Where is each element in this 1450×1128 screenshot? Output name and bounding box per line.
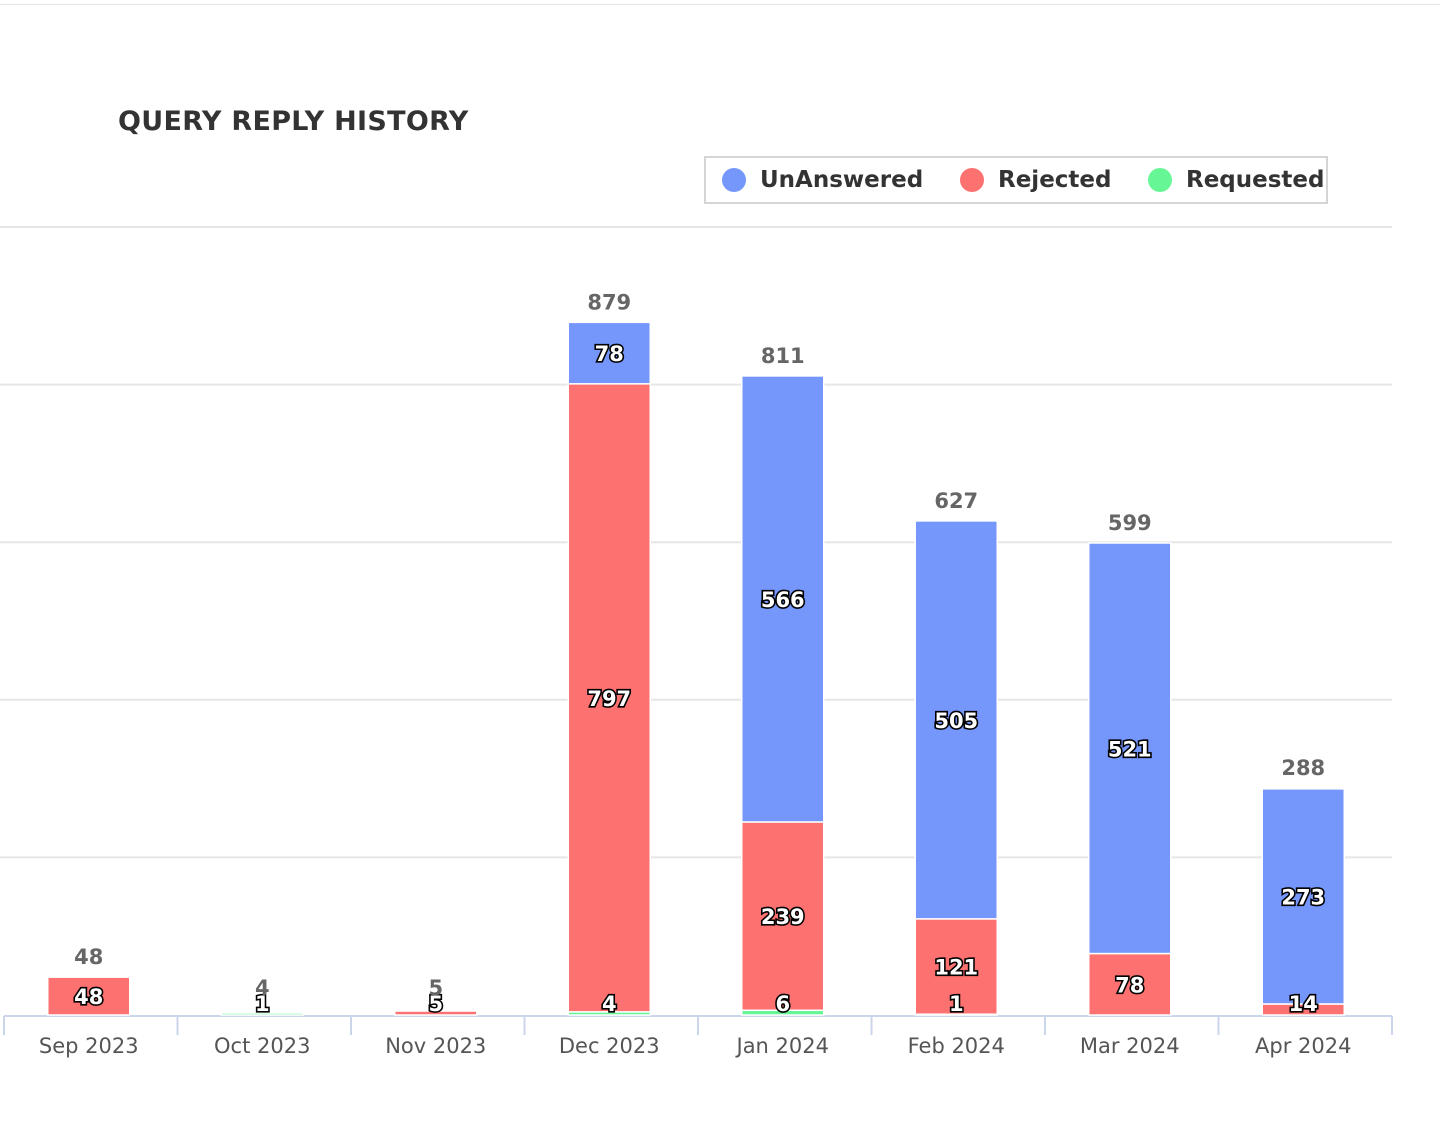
bar-segment-rejected[interactable]	[567, 383, 651, 1013]
stack-total-label: 879	[587, 290, 631, 314]
data-label-rejected: 239	[761, 905, 805, 929]
stack-total-label: 288	[1281, 756, 1325, 780]
bar-segment-unanswered[interactable]	[914, 520, 998, 920]
bar-segment-rejected[interactable]	[394, 1010, 478, 1016]
bar-segment-rejected[interactable]	[741, 821, 825, 1012]
data-label-requested: 1	[255, 992, 270, 1016]
data-label-unanswered: 505	[934, 709, 978, 733]
stack-total-label: 811	[761, 344, 805, 368]
legend-item-rejected[interactable]: Rejected	[960, 158, 1111, 202]
data-label-rejected: 14	[1289, 992, 1318, 1016]
x-tick-label: Nov 2023	[385, 1034, 486, 1058]
stack-total-label: 4	[255, 976, 270, 1000]
stack-total-label: 599	[1108, 511, 1152, 535]
data-label-rejected: 5	[428, 992, 443, 1016]
legend-dot-rejected-icon	[960, 168, 984, 192]
x-tick-label: Jan 2024	[735, 1034, 830, 1058]
bar-segment-unanswered[interactable]	[567, 321, 651, 385]
legend-label-requested: Requested	[1186, 167, 1325, 193]
data-label-requested: 4	[602, 992, 617, 1016]
x-tick-label: Mar 2024	[1080, 1034, 1180, 1058]
top-divider	[0, 4, 1440, 5]
stack-total-label: 48	[74, 945, 103, 969]
bar-segment-unanswered[interactable]	[1088, 542, 1172, 955]
legend-item-requested[interactable]: Requested	[1148, 158, 1325, 202]
x-tick-label: Dec 2023	[559, 1034, 660, 1058]
legend-dot-requested-icon	[1148, 168, 1172, 192]
data-label-unanswered: 78	[595, 342, 624, 366]
stack-total-label: 5	[428, 976, 443, 1000]
bar-segment-unanswered[interactable]	[1261, 788, 1345, 1005]
x-tick-label: Feb 2024	[908, 1034, 1005, 1058]
bar-segment-rejected[interactable]	[1088, 952, 1172, 1016]
legend: UnAnswered Rejected Requested	[704, 156, 1328, 204]
data-label-requested: 6	[775, 992, 790, 1016]
data-label-rejected: 797	[587, 687, 631, 711]
bar-segment-rejected[interactable]	[47, 976, 131, 1016]
data-label-rejected: 48	[74, 985, 103, 1009]
bar-segment-rejected[interactable]	[914, 918, 998, 1015]
data-label-rejected: 121	[934, 956, 978, 980]
legend-dot-unanswered-icon	[722, 168, 746, 192]
legend-item-unanswered[interactable]: UnAnswered	[722, 158, 923, 202]
bar-segment-unanswered[interactable]	[741, 375, 825, 823]
legend-label-unanswered: UnAnswered	[760, 167, 924, 193]
data-label-requested: 1	[949, 992, 964, 1016]
data-label-rejected: 78	[1115, 973, 1144, 997]
data-label-unanswered: 273	[1281, 885, 1325, 909]
chart-title: QUERY REPLY HISTORY	[118, 106, 469, 137]
data-label-unanswered: 566	[761, 588, 805, 612]
bar-segment-requested[interactable]	[220, 1012, 304, 1016]
x-tick-label: Oct 2023	[214, 1034, 310, 1058]
data-label-unanswered: 521	[1108, 737, 1152, 761]
legend-label-rejected: Rejected	[998, 167, 1112, 193]
x-tick-label: Sep 2023	[39, 1034, 139, 1058]
x-tick-label: Apr 2024	[1255, 1034, 1351, 1058]
stack-total-label: 627	[934, 489, 978, 513]
